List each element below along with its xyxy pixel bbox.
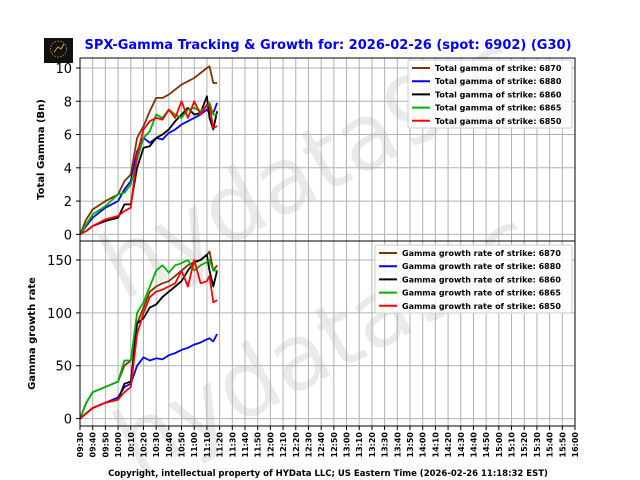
y-tick-label: 0 [64,228,72,243]
legend-entry: Total gamma of strike: 6865 [435,104,562,113]
y-tick-label: 4 [64,162,72,177]
x-tick-label: 15:00 [495,432,504,458]
legend: Total gamma of strike: 6870 Total gamma o… [407,59,573,129]
y-tick-label: 8 [64,95,72,110]
x-tick-label: 12:30 [304,432,313,458]
x-tick-label: 12:40 [317,432,326,458]
legend-box [374,244,573,314]
y-tick-label: 0 [64,413,72,428]
x-tick-label: 14:30 [457,432,466,458]
legend-entry: Gamma growth rate of strike: 6870 [402,249,561,258]
x-tick-label: 13:50 [406,432,415,458]
legend-entry: Gamma growth rate of strike: 6880 [402,262,561,271]
legend-entry: Total gamma of strike: 6850 [435,117,562,126]
y-tick-label: 2 [64,195,72,210]
x-tick-label: 15:40 [546,432,555,458]
x-tick-label: 13:40 [393,432,402,458]
x-tick-label: 11:20 [216,432,225,458]
x-tick-label: 15:20 [520,432,529,458]
axes-frame [79,240,576,427]
x-tick-label: 11:10 [203,432,212,458]
series-line-6880 [79,102,218,235]
x-tick-label: 14:00 [419,432,428,458]
x-tick-label: 14:50 [482,432,491,458]
series-line-6860 [79,95,218,236]
x-tick-label: 12:20 [292,432,301,458]
x-tick-label: 13:30 [381,432,390,458]
legend-entry: Gamma growth rate of strike: 6860 [402,275,561,284]
x-tick-label: 10:50 [178,432,187,458]
legend-entry: Gamma growth rate of strike: 6865 [402,289,561,298]
legend: Gamma growth rate of strike: 6870 Gamma g… [374,244,573,314]
x-tick-label: 15:50 [558,432,567,458]
x-tick-label: 13:10 [355,432,364,458]
legend-entry: Total gamma of strike: 6860 [435,90,562,99]
x-tick-label: 12:10 [279,432,288,458]
y-tick-label: 150 [47,254,72,269]
x-tick-label: 11:40 [241,432,250,458]
y-tick-label: 10 [55,62,72,77]
x-tick-label: 10:10 [127,432,136,458]
x-tick-label: 10:40 [165,432,174,458]
x-tick-label: 11:00 [190,432,199,458]
x-tick-label: 14:40 [469,432,478,458]
x-tick-label: 10:20 [139,432,148,458]
x-tick-label: 11:30 [228,432,237,458]
x-tick-label: 09:30 [76,432,85,458]
x-tick-label: 13:00 [343,432,352,458]
x-tick-label: 10:30 [152,432,161,458]
series-line-6870 [79,65,218,235]
series-line-6850 [79,259,218,420]
x-tick-label: 16:00 [571,432,580,458]
legend-entry: Total gamma of strike: 6870 [435,64,562,73]
x-tick-label: 15:30 [533,432,542,458]
y-axis-label: Gamma growth rate [27,277,38,390]
footer-copyright: Copyright, intellectual property of HYDa… [108,469,548,479]
legend-box [407,59,573,129]
x-tick-label: 14:20 [444,432,453,458]
chart-title: SPX-Gamma Tracking & Growth for: 2026-02… [84,38,571,53]
x-tick-label: 09:40 [89,432,98,458]
series-line-6865 [79,259,218,419]
y-axis-label: Total Gamma (Bn) [36,99,47,200]
y-tick-label: 6 [64,129,72,144]
x-tick-label: 12:50 [330,432,339,458]
series-line-6880 [79,333,218,420]
x-tick-label: 11:50 [254,432,263,458]
x-tick-label: 10:00 [114,432,123,458]
legend-entry: Gamma growth rate of strike: 6850 [402,302,561,311]
x-tick-label: 09:50 [101,432,110,458]
x-tick-label: 13:20 [368,432,377,458]
x-tick-label: 12:00 [266,432,275,458]
y-tick-label: 50 [55,360,72,375]
legend-entry: Total gamma of strike: 6880 [435,77,562,86]
logo [44,38,73,63]
x-tick-label: 14:10 [431,432,440,458]
x-tick-label: 15:10 [508,432,517,458]
series-line-6850 [79,100,218,236]
y-tick-label: 100 [47,307,72,322]
